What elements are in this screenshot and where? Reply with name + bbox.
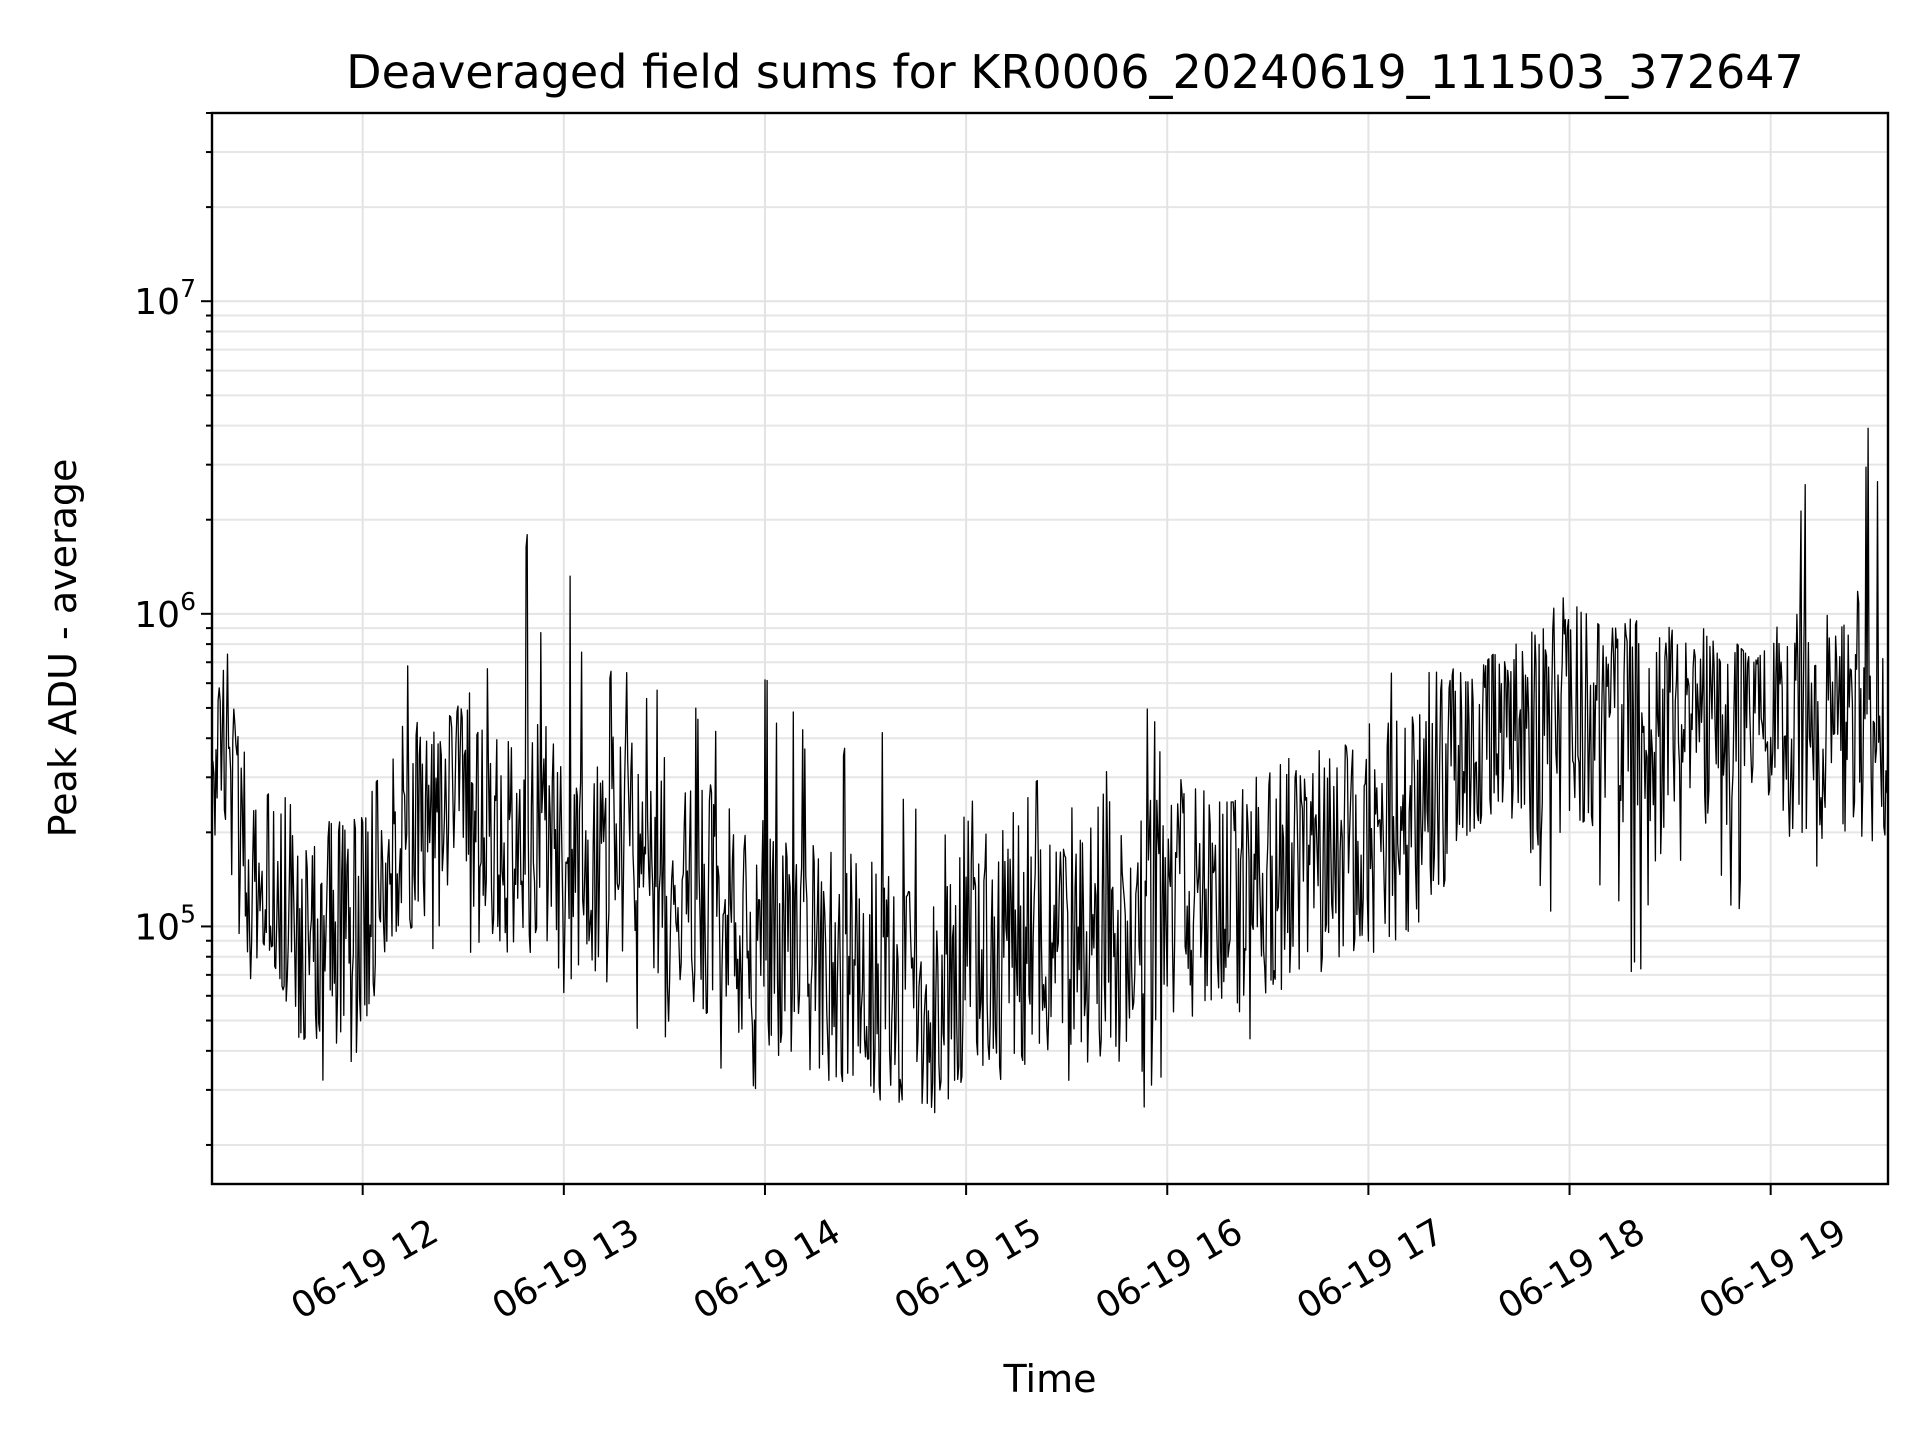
y-tick-label: 106 xyxy=(134,587,196,636)
x-tick-label: 06-19 18 xyxy=(1491,1211,1652,1327)
y-tick-label-exponent: 7 xyxy=(180,274,196,303)
x-tick-label: 06-19 19 xyxy=(1692,1211,1853,1327)
x-axis-ticks: 06-19 12 06-19 13 06-19 14 06-19 15 06-19 16… xyxy=(285,1184,1853,1328)
x-axis-label: Time xyxy=(1003,1357,1097,1401)
y-tick-label-base: 10 xyxy=(134,907,180,948)
plot-frame xyxy=(210,111,1890,1186)
series-line xyxy=(211,427,1889,1114)
y-tick-label-exponent: 5 xyxy=(180,899,196,928)
y-tick-label: 107 xyxy=(134,274,196,323)
y-tick-label-base: 10 xyxy=(134,282,180,323)
y-axis-label: Peak ADU - average xyxy=(41,459,85,838)
x-tick-label: 06-19 17 xyxy=(1290,1211,1451,1327)
x-tick-label: 06-19 15 xyxy=(888,1211,1049,1327)
x-tick-label: 06-19 14 xyxy=(687,1211,848,1327)
y-tick-label-exponent: 6 xyxy=(180,587,196,616)
x-tick-label: 06-19 13 xyxy=(486,1211,647,1327)
x-tick-label: 06-19 16 xyxy=(1089,1211,1250,1327)
series-polyline xyxy=(211,427,1889,1114)
y-tick-label: 105 xyxy=(134,899,196,948)
x-tick-label: 06-19 12 xyxy=(285,1211,446,1327)
y-tick-label-base: 10 xyxy=(134,595,180,636)
chart-title: Deaveraged field sums for KR0006_2024061… xyxy=(346,45,1804,99)
grid-lines xyxy=(212,112,1888,1184)
